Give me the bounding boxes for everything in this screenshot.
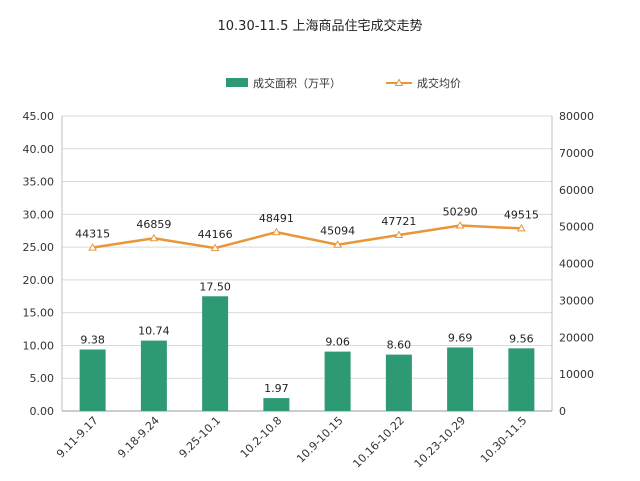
category-label: 10.23-10.29 <box>412 414 469 471</box>
category-label: 9.25-10.1 <box>177 414 224 461</box>
bar <box>508 348 535 411</box>
bar <box>324 351 351 411</box>
bar-series <box>79 296 535 411</box>
price-value-label: 46859 <box>136 218 171 231</box>
left-tick-label: 5.00 <box>30 372 55 385</box>
right-tick-label: 50000 <box>559 221 594 234</box>
line-series <box>88 221 526 252</box>
legend: 成交面积（万平） 成交均价 <box>226 76 461 90</box>
line-data-labels: 44315 46859 44166 48491 45094 47721 50290 49515 <box>75 206 539 242</box>
right-tick-label: 40000 <box>559 258 594 271</box>
left-axis: 0.00 5.00 10.00 15.00 20.00 25.00 30.00 35.00 40… <box>23 110 55 418</box>
price-point <box>455 221 465 229</box>
left-tick-label: 40.00 <box>23 143 55 156</box>
left-tick-label: 20.00 <box>23 274 55 287</box>
right-tick-label: 80000 <box>559 110 594 123</box>
legend-label-price: 成交均价 <box>417 76 461 90</box>
bar <box>385 354 412 411</box>
price-value-label: 44315 <box>75 228 110 241</box>
bar-value-label: 10.74 <box>138 325 170 338</box>
left-tick-label: 25.00 <box>23 241 55 254</box>
left-tick-label: 30.00 <box>23 208 55 221</box>
category-label: 10.9-10.15 <box>294 414 346 466</box>
left-tick-label: 15.00 <box>23 307 55 320</box>
bar-value-label: 9.38 <box>80 334 105 347</box>
bar-value-label: 9.56 <box>509 332 534 345</box>
chart-title: 10.30-11.5 上海商品住宅成交走势 <box>218 18 423 34</box>
legend-label-area: 成交面积（万平） <box>253 76 341 90</box>
left-tick-label: 45.00 <box>23 110 55 123</box>
price-point <box>333 240 342 248</box>
legend-swatch-area <box>226 78 248 87</box>
category-axis: 9.11-9.17 9.18-9.24 9.25-10.1 10.2-10.8 10.9… <box>54 414 529 471</box>
left-tick-label: 35.00 <box>23 176 55 189</box>
category-label: 9.11-9.17 <box>54 414 101 461</box>
right-tick-label: 70000 <box>559 147 594 160</box>
category-label: 10.16-10.22 <box>350 414 407 471</box>
price-value-label: 48491 <box>259 212 294 225</box>
gridlines <box>62 115 552 412</box>
category-label: 9.18-9.24 <box>115 414 162 461</box>
bar-value-label: 17.50 <box>199 280 231 293</box>
bar-value-label: 9.06 <box>325 336 350 349</box>
bar <box>79 349 106 411</box>
bar-value-label: 8.60 <box>387 339 412 352</box>
price-point <box>149 233 159 242</box>
bar-value-label: 9.69 <box>448 331 473 344</box>
bar <box>263 398 290 411</box>
price-point <box>210 243 220 252</box>
price-value-label: 44166 <box>198 228 233 241</box>
price-point <box>272 227 281 236</box>
bar-value-label: 1.97 <box>264 382 289 395</box>
plot-frame <box>61 116 553 412</box>
price-value-label: 45094 <box>320 225 355 238</box>
right-tick-label: 30000 <box>559 294 594 307</box>
bar <box>202 296 229 411</box>
price-value-label: 49515 <box>504 208 539 221</box>
price-point <box>88 243 97 251</box>
right-tick-label: 60000 <box>559 184 594 197</box>
bar <box>447 347 474 411</box>
left-tick-label: 0.00 <box>30 405 55 418</box>
category-label: 10.30-11.5 <box>478 414 530 466</box>
price-point <box>517 223 526 232</box>
legend-marker-price <box>394 78 404 86</box>
category-label: 10.2-10.8 <box>238 414 285 461</box>
right-tick-label: 20000 <box>559 331 594 344</box>
price-point <box>394 230 404 239</box>
right-tick-label: 10000 <box>559 368 594 381</box>
price-value-label: 50290 <box>443 206 478 219</box>
right-tick-label: 0 <box>559 405 566 418</box>
left-tick-label: 10.00 <box>23 339 55 352</box>
price-value-label: 47721 <box>381 215 416 228</box>
price-line <box>92 224 522 250</box>
right-axis: 0 10000 20000 30000 40000 50000 60000 70000 8000… <box>559 110 594 418</box>
bar-data-labels: 9.38 10.74 17.50 1.97 9.06 8.60 9.69 9.56 <box>80 280 533 395</box>
bar <box>140 340 167 411</box>
